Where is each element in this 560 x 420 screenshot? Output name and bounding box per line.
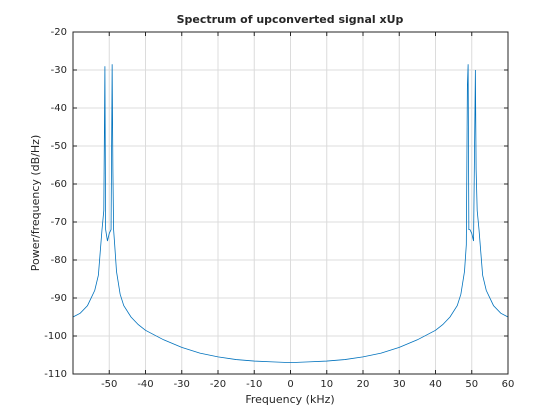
y-tick-label: -20	[51, 27, 67, 38]
x-tick-label: -10	[246, 379, 262, 390]
y-tick-label: -70	[51, 217, 67, 228]
y-tick-label: -90	[51, 293, 67, 304]
y-tick-label: -30	[51, 65, 67, 76]
x-tick-label: 20	[357, 379, 370, 390]
series-line	[72, 64, 509, 364]
y-tick-label: -110	[44, 369, 67, 380]
y-tick-label: -40	[51, 103, 67, 114]
y-axis-label: Power/frequency (dB/Hz)	[29, 135, 42, 272]
x-tick-label: 0	[287, 379, 293, 390]
y-tick-label: -60	[51, 179, 67, 190]
x-axis-label: Frequency (kHz)	[245, 393, 334, 406]
y-tick-label: -50	[51, 141, 67, 152]
x-tick-label: 30	[393, 379, 406, 390]
x-tick-label: 40	[429, 379, 442, 390]
y-tick-label: -80	[51, 255, 67, 266]
x-tick-label: 50	[465, 379, 478, 390]
y-tick-label: -100	[44, 331, 67, 342]
x-tick-label: 60	[502, 379, 515, 390]
x-tick-label: 10	[320, 379, 333, 390]
axes-box	[72, 31, 509, 375]
chart-title: Spectrum of upconverted signal xUp	[177, 13, 404, 26]
x-tick-label: -30	[174, 379, 190, 390]
x-tick-label: -40	[137, 379, 153, 390]
x-tick-label: -20	[210, 379, 226, 390]
x-tick-label: -50	[101, 379, 117, 390]
